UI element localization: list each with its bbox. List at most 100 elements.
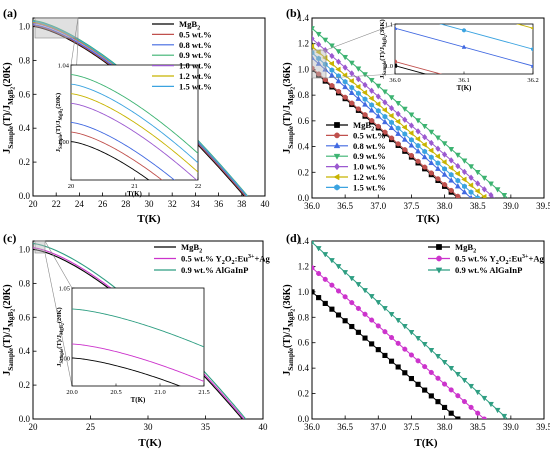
y-tick-label: 0.6	[298, 338, 310, 348]
x-tick-label: 32	[168, 199, 177, 209]
inset-series-line	[395, 61, 443, 74]
inset-x-axis-label: T(K)	[131, 396, 146, 404]
data-point	[494, 407, 501, 414]
data-point	[315, 49, 321, 56]
data-point	[408, 375, 414, 382]
inset-connector	[325, 23, 396, 51]
data-point	[335, 66, 341, 73]
data-point	[422, 133, 428, 141]
x-tick-label: 39.5	[536, 422, 550, 432]
data-point	[322, 37, 329, 44]
data-point	[322, 61, 328, 68]
data-point	[342, 54, 349, 61]
data-point	[381, 107, 387, 113]
data-point	[415, 118, 422, 124]
y-tick-label: 0.0	[298, 193, 310, 203]
data-point	[349, 323, 355, 330]
data-point	[428, 159, 435, 166]
y-tick-label: 0.2	[298, 167, 309, 177]
zoom-region	[34, 240, 46, 254]
data-point	[428, 170, 434, 176]
inset-data-point	[395, 59, 398, 64]
data-point	[481, 175, 488, 182]
data-point	[382, 352, 388, 358]
x-tick-label: 20	[29, 422, 39, 432]
y-tick-label: 0.8	[19, 278, 31, 288]
data-point	[329, 282, 335, 288]
data-point	[328, 60, 334, 67]
data-point	[312, 49, 315, 56]
data-point	[312, 26, 315, 32]
y-tick-label: 1.2	[298, 261, 309, 271]
data-point	[415, 381, 421, 387]
data-point	[468, 404, 474, 410]
data-point	[335, 312, 342, 318]
data-point	[395, 141, 401, 147]
data-point	[475, 180, 481, 187]
data-point	[375, 112, 382, 119]
data-point	[408, 112, 415, 118]
data-point	[402, 147, 408, 153]
data-point	[422, 164, 428, 170]
x-tick-label: 40	[261, 199, 271, 209]
data-point	[441, 360, 448, 366]
data-point	[415, 358, 421, 364]
data-point	[335, 77, 342, 84]
data-point	[461, 398, 468, 405]
inset-connector	[325, 73, 396, 79]
data-point	[421, 124, 428, 130]
x-tick-label: 28	[121, 199, 131, 209]
legend-label: 0.9 wt.%	[353, 151, 386, 161]
legend-label: 0.5 wt.%	[353, 130, 386, 140]
data-point	[389, 119, 394, 126]
inset-x-tick-label: 36.1	[458, 77, 469, 84]
data-point	[328, 258, 335, 264]
x-tick-label: 22	[52, 199, 61, 209]
inset-data-point	[530, 26, 533, 30]
data-layer	[312, 26, 508, 198]
legend-marker	[435, 267, 443, 274]
data-point	[468, 189, 474, 196]
y-tick-label: 1.2	[298, 39, 309, 49]
data-point	[322, 252, 329, 258]
data-point	[315, 31, 322, 38]
data-point	[335, 49, 342, 55]
data-point	[316, 55, 322, 62]
data-point	[362, 81, 368, 89]
data-point	[355, 95, 362, 101]
x-tick-label: 39.0	[503, 201, 519, 211]
data-point	[415, 128, 421, 135]
inset-data-point	[461, 44, 467, 49]
data-point	[349, 84, 355, 91]
inset-series-line	[71, 74, 198, 154]
data-point	[362, 311, 368, 317]
inset-series-line	[71, 83, 198, 164]
data-point	[375, 83, 382, 90]
data-point	[362, 112, 368, 118]
data-point	[408, 122, 415, 129]
data-point	[355, 75, 362, 83]
data-point	[415, 158, 421, 164]
legend-label: 0.9 wt.%	[179, 50, 212, 60]
data-point	[329, 83, 335, 89]
data-point	[428, 393, 434, 399]
data-point	[442, 166, 448, 172]
data-point	[461, 377, 468, 384]
data-point	[434, 153, 441, 160]
inset-series-line	[71, 131, 163, 180]
x-tick-label: 36.5	[337, 422, 353, 432]
x-tick-label: 36.0	[304, 201, 320, 211]
data-point	[335, 58, 342, 66]
data-point	[475, 195, 481, 198]
inset-x-tick-label: 36.2	[527, 77, 538, 84]
y-tick-label: 0.2	[19, 380, 30, 390]
inset: 20.0 20.5 21.0 21.5 1.00 1.05 T(K) JSample(T)/J…	[44, 240, 210, 404]
inset-x-tick-label: 22	[195, 183, 202, 190]
data-point	[369, 118, 375, 124]
x-tick-label: 26	[98, 199, 108, 209]
panel-label: (b)	[286, 6, 301, 20]
data-point	[368, 294, 375, 300]
x-tick-label: 37.0	[370, 422, 386, 432]
legend-marker	[334, 122, 340, 128]
y-tick-label: 1.0	[298, 287, 310, 297]
